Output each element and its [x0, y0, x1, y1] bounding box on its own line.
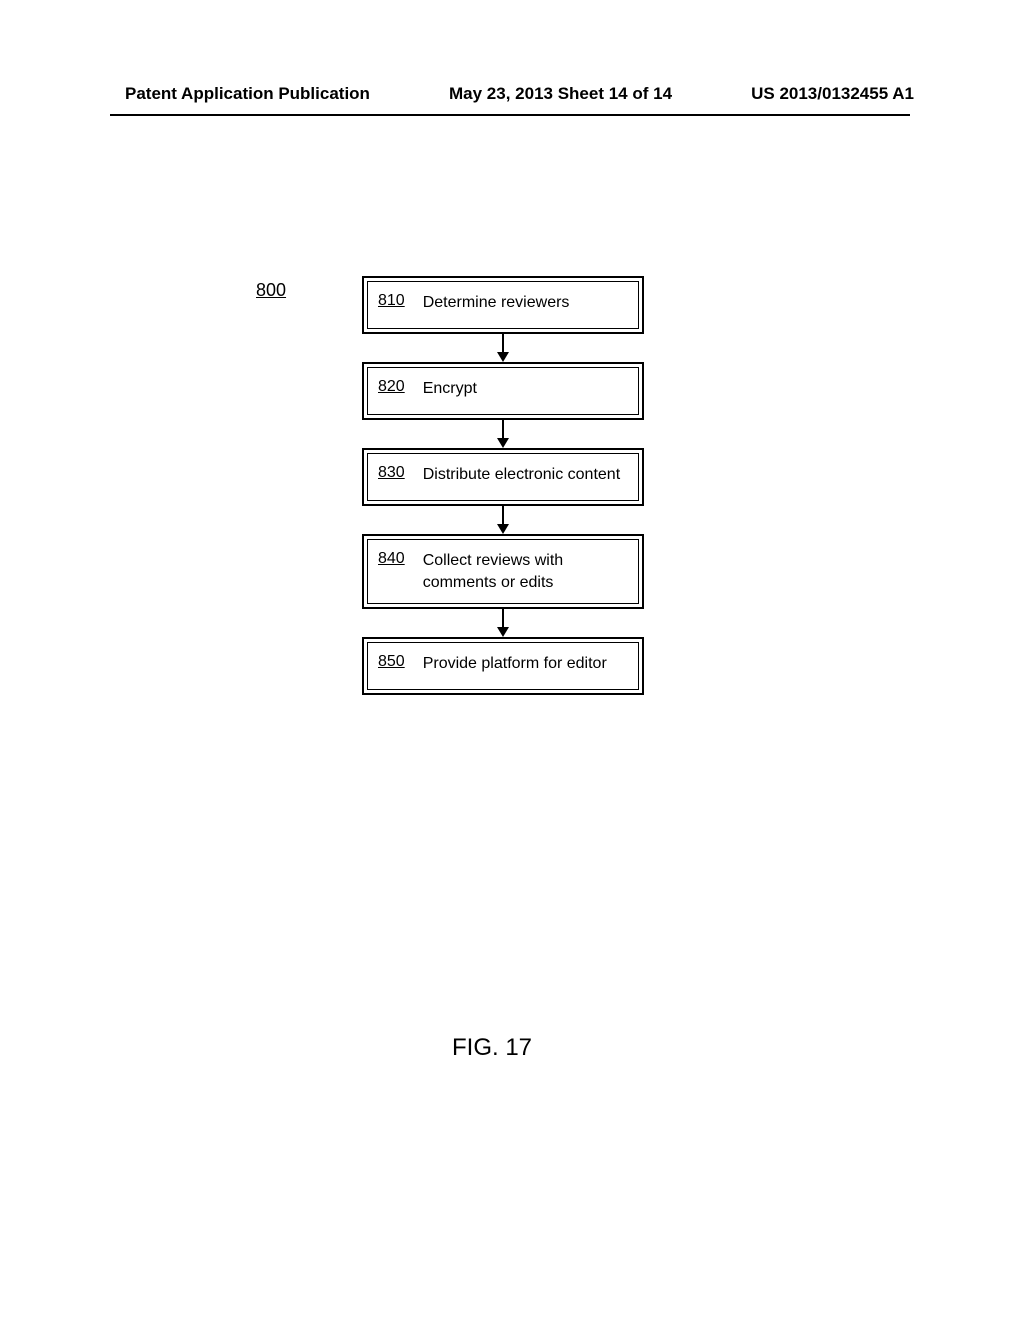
flow-node-inner: 830 Distribute electronic content: [367, 453, 639, 501]
header-rule: [110, 114, 910, 116]
flow-arrow: [362, 506, 644, 534]
flow-node-810: 810 Determine reviewers: [362, 276, 644, 334]
flow-node-ref: 830: [378, 462, 405, 482]
flow-node-ref: 820: [378, 376, 405, 396]
flow-node-ref: 840: [378, 548, 405, 568]
flow-arrow: [362, 334, 644, 362]
flow-node-ref: 850: [378, 651, 405, 671]
flow-node-label: Distribute electronic content: [423, 462, 620, 486]
header-left: Patent Application Publication: [125, 84, 370, 104]
flow-node-820: 820 Encrypt: [362, 362, 644, 420]
diagram-ref-number: 800: [256, 280, 286, 301]
flow-node-label: Collect reviews with comments or edits: [423, 548, 628, 593]
flow-node-850: 850 Provide platform for editor: [362, 637, 644, 695]
header-right: US 2013/0132455 A1: [751, 84, 914, 104]
flow-node-label: Determine reviewers: [423, 290, 570, 314]
flow-node-inner: 840 Collect reviews with comments or edi…: [367, 539, 639, 604]
page-header: Patent Application Publication May 23, 2…: [0, 84, 1024, 104]
flow-node-inner: 820 Encrypt: [367, 367, 639, 415]
flow-node-inner: 850 Provide platform for editor: [367, 642, 639, 690]
flow-node-label: Provide platform for editor: [423, 651, 607, 675]
flow-node-inner: 810 Determine reviewers: [367, 281, 639, 329]
figure-label: FIG. 17: [452, 1034, 532, 1062]
header-center: May 23, 2013 Sheet 14 of 14: [449, 84, 672, 104]
flow-node-830: 830 Distribute electronic content: [362, 448, 644, 506]
flow-node-840: 840 Collect reviews with comments or edi…: [362, 534, 644, 609]
flow-node-label: Encrypt: [423, 376, 477, 400]
flowchart: 810 Determine reviewers 820 Encrypt 830 …: [362, 276, 644, 695]
flow-arrow: [362, 420, 644, 448]
flow-arrow: [362, 609, 644, 637]
flow-node-ref: 810: [378, 290, 405, 310]
